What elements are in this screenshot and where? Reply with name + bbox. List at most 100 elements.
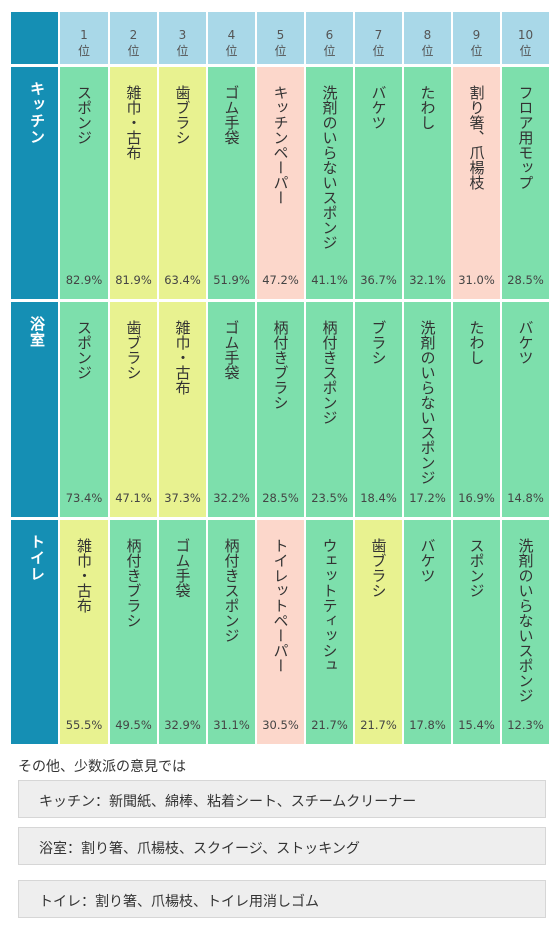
percentage-label: 21.7% [360,718,397,732]
rank-number: 10 [517,28,534,42]
item-name: 洗剤のいらないスポンジ [418,320,437,485]
others-toilet-box: トイレ：割り箸、爪楊枝、トイレ用消しゴム [18,880,546,918]
rank-unit: 位 [127,44,140,58]
item-name: たわし [467,320,486,365]
percentage-label: 49.5% [115,718,152,732]
item-name: 洗剤のいらないスポンジ [320,85,339,250]
rank-cell: 雑巾・古布 37.3% [159,302,206,517]
item-name: 洗剤のいらないスポンジ [516,538,535,703]
rank-cell: 柄付きブラシ 28.5% [257,302,304,517]
rank-number: 2 [129,28,138,42]
rank-number: 7 [374,28,383,42]
percentage-label: 12.3% [507,718,544,732]
percentage-label: 47.1% [115,491,152,505]
percentage-label: 30.5% [262,718,299,732]
rank-cell: フロア用モップ 28.5% [502,67,549,299]
row-label-3: トイレ [11,520,58,744]
rank-cell: 雑巾・古布 81.9% [110,67,157,299]
percentage-label: 31.1% [213,718,250,732]
rank-cell: ゴム手袋 51.9% [208,67,255,299]
rank-cell: キッチンペーパー 47.2% [257,67,304,299]
item-name: 柄付きスポンジ [222,538,241,643]
rank-cell: たわし 32.1% [404,67,451,299]
item-name: フロア用モップ [516,85,535,190]
item-name: トイレットペーパー [271,538,290,673]
item-name: バケツ [516,320,535,365]
item-name: たわし [418,85,437,130]
others-kitchen-box: キッチン：新聞紙、綿棒、粘着シート、スチームクリーナー [18,780,546,818]
row-label-2: 浴室 [11,302,58,517]
rank-cell: トイレットペーパー 30.5% [257,520,304,744]
rank-cell: 柄付きブラシ 49.5% [110,520,157,744]
item-name: ゴム手袋 [222,85,241,145]
percentage-label: 47.2% [262,273,299,287]
percentage-label: 28.5% [262,491,299,505]
rank-cell: 柄付きスポンジ 23.5% [306,302,353,517]
rank-unit: 位 [323,44,336,58]
percentage-label: 82.9% [65,273,103,287]
item-name: スポンジ [75,320,93,380]
rank-cell: バケツ 36.7% [355,67,402,299]
rank-cell: スポンジ 82.9% [60,67,108,299]
rank-cell: 洗剤のいらないスポンジ 12.3% [502,520,549,744]
rank-cell: ゴム手袋 32.2% [208,302,255,517]
percentage-label: 17.8% [409,718,446,732]
rank-number: 8 [423,28,432,42]
percentage-label: 32.1% [409,273,446,287]
percentage-label: 37.3% [164,491,201,505]
row-label-text: キッチン [28,81,46,145]
rank-cell: ブラシ 18.4% [355,302,402,517]
rank-cell: ウェットティッシュ 21.7% [306,520,353,744]
rank-cell: 割り箸、爪楊枝 31.0% [453,67,500,299]
percentage-label: 18.4% [360,491,397,505]
rank-unit: 位 [372,44,385,58]
item-name: キッチンペーパー [271,85,290,205]
rank-unit: 位 [470,44,483,58]
item-name: 割り箸、爪楊枝 [467,85,486,190]
others-bathroom-text: 浴室：割り箸、爪楊枝、スクイージ、ストッキング [39,841,360,857]
rank-cell: 洗剤のいらないスポンジ 41.1% [306,67,353,299]
rank-cell: たわし 16.9% [453,302,500,517]
item-name: バケツ [418,538,437,583]
item-name: ゴム手袋 [222,320,241,380]
others-kitchen-text: キッチン：新聞紙、綿棒、粘着シート、スチームクリーナー [39,794,417,810]
percentage-label: 28.5% [507,273,544,287]
rank-cell: スポンジ 73.4% [60,302,108,517]
rank-number: 5 [276,28,285,42]
rank-cell: バケツ 14.8% [502,302,549,517]
rank-cell: 柄付きスポンジ 31.1% [208,520,255,744]
percentage-label: 15.4% [458,718,495,732]
row-label-1: キッチン [11,67,58,299]
rank-header-10: 10 位 [502,12,549,64]
row-label-text: 浴室 [28,316,46,348]
item-name: ゴム手袋 [173,538,192,598]
percentage-label: 55.5% [65,718,103,732]
others-bathroom-box: 浴室：割り箸、爪楊枝、スクイージ、ストッキング [18,827,546,865]
item-name: 柄付きブラシ [124,538,143,628]
item-name: 雑巾・古布 [124,85,143,160]
item-name: ブラシ [369,320,388,365]
percentage-label: 23.5% [311,491,348,505]
rank-unit: 位 [225,44,238,58]
item-name: 柄付きブラシ [271,320,290,410]
item-name: ウェットティッシュ [320,538,339,673]
percentage-label: 51.9% [213,273,250,287]
row-label-text: トイレ [28,534,46,582]
percentage-label: 16.9% [458,491,495,505]
rank-cell: ゴム手袋 32.9% [159,520,206,744]
percentage-label: 81.9% [115,273,152,287]
rank-cell: 洗剤のいらないスポンジ 17.2% [404,302,451,517]
rank-cell: 歯ブラシ 21.7% [355,520,402,744]
item-name: 雑巾・古布 [173,320,192,395]
others-title: その他、少数派の意見では [18,759,186,775]
percentage-label: 32.9% [164,718,201,732]
